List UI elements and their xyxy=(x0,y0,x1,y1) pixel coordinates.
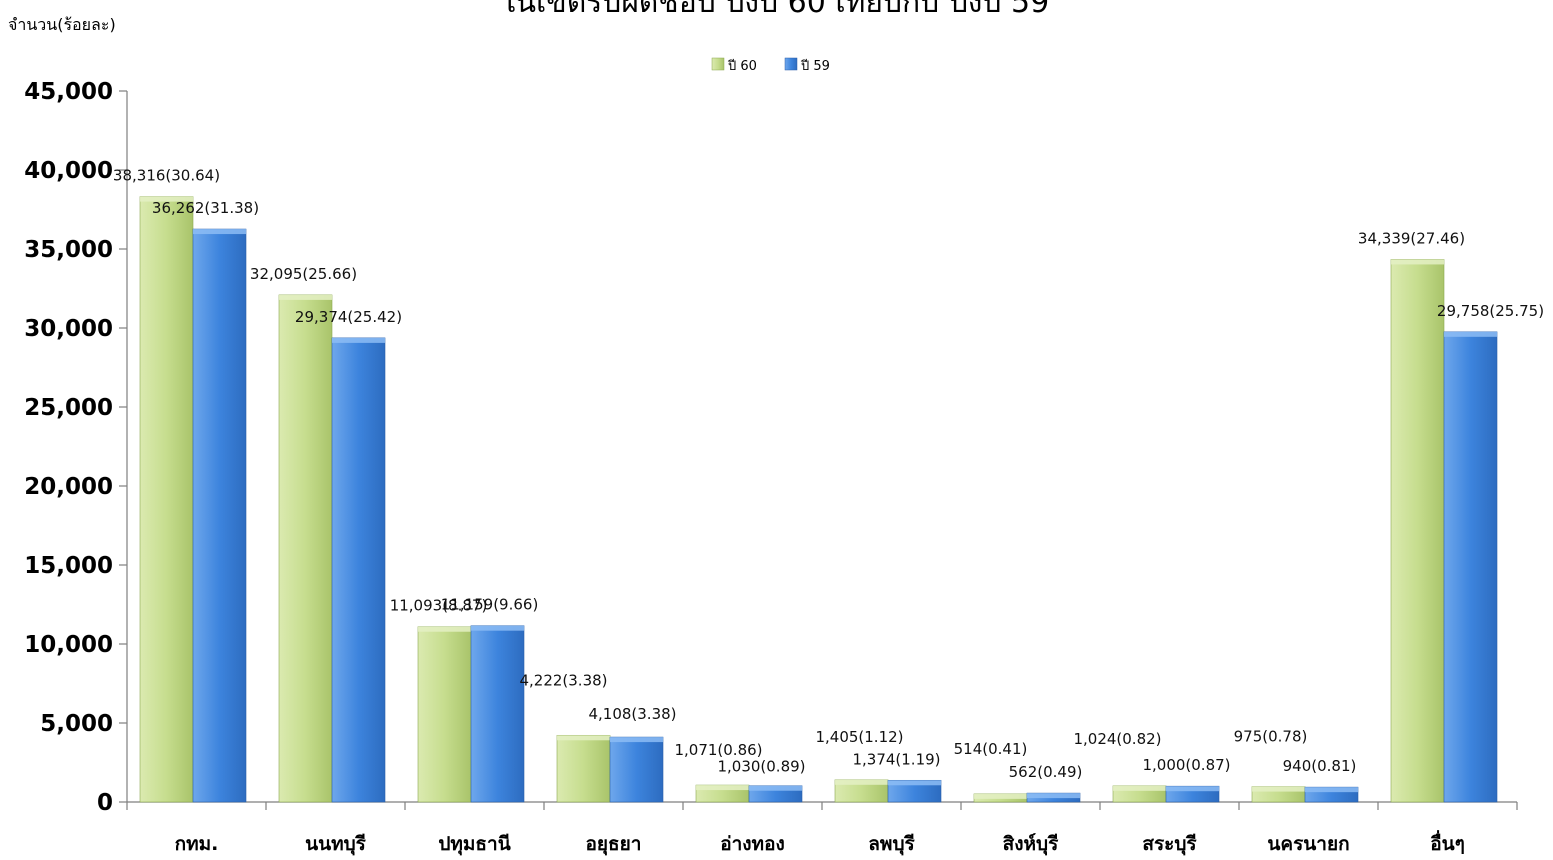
data-label-59: 562(0.49) xyxy=(1009,763,1083,781)
bar-highlight-60 xyxy=(418,626,471,632)
x-tick-label: นนทบุรี xyxy=(305,833,367,856)
y-tick-label: 5,000 xyxy=(40,711,113,737)
x-tick-label: ลพบุรี xyxy=(868,833,915,856)
bar-year-59 xyxy=(609,736,664,803)
bar-year-60 xyxy=(139,196,194,803)
data-label-60: 1,405(1.12) xyxy=(815,728,903,746)
x-tick-label: สระบุรี xyxy=(1142,833,1197,856)
y-tick-label: 40,000 xyxy=(24,158,113,184)
bar-highlight-60 xyxy=(1113,785,1166,791)
data-label-59: 940(0.81) xyxy=(1283,757,1357,775)
bar-highlight-60 xyxy=(696,785,749,791)
bar-year-59 xyxy=(470,625,525,803)
data-label-60: 975(0.78) xyxy=(1234,728,1308,746)
data-labels: 38,316(30.64) 36,262(31.38) 32,095(25.66) 2… xyxy=(113,167,1544,782)
bar-year-60 xyxy=(556,734,611,803)
bar-year-60 xyxy=(278,294,333,803)
data-label-60: 1,024(0.82) xyxy=(1073,730,1161,748)
bar-highlight-59 xyxy=(1166,786,1219,792)
bar-highlight-59 xyxy=(1027,793,1080,799)
data-label-59: 1,030(0.89) xyxy=(717,758,805,776)
data-label-59: 36,262(31.38) xyxy=(152,199,259,217)
bar-highlight-60 xyxy=(1391,259,1444,265)
chart-title: ในเขตรับผิดชอบ ปีงบ 60 เทียบกับ ปีงบ 59 xyxy=(501,0,1049,20)
bar-highlight-60 xyxy=(835,779,888,785)
y-tick-label: 45,000 xyxy=(24,79,113,105)
data-label-59: 29,758(25.75) xyxy=(1437,302,1544,320)
y-tick-label: 25,000 xyxy=(24,395,113,421)
data-label-60: 4,222(3.38) xyxy=(519,671,607,689)
bar-highlight-60 xyxy=(140,196,193,202)
bars xyxy=(139,196,1498,803)
x-tick-label: ปทุมธานี xyxy=(438,833,510,856)
x-tick-label: อ่างทอง xyxy=(720,833,785,855)
x-axis: กทม. นนทบุรี ปทุมธานี อยุธยา อ่างทอง ลพบุรี สิ… xyxy=(126,801,1518,856)
bar-highlight-59 xyxy=(610,737,663,743)
bar-highlight-59 xyxy=(749,785,802,791)
data-label-60: 514(0.41) xyxy=(954,740,1028,758)
legend-label-60: ปี 60 xyxy=(727,58,757,74)
data-label-59: 4,108(3.38) xyxy=(588,705,676,723)
y-axis-label: จำนวน(ร้อยละ) xyxy=(8,15,116,34)
legend-swatch-60 xyxy=(711,57,725,71)
y-tick-label: 20,000 xyxy=(24,474,113,500)
bar-highlight-59 xyxy=(888,780,941,786)
bar-year-60 xyxy=(1390,259,1445,803)
bar-highlight-59 xyxy=(193,229,246,235)
y-tick-label: 35,000 xyxy=(24,237,113,263)
legend-swatch-59 xyxy=(784,57,798,71)
bar-highlight-60 xyxy=(557,735,610,741)
bar-highlight-60 xyxy=(974,793,1027,799)
y-axis: 0 5,000 10,000 15,000 20,000 25,000 30,000 35,0… xyxy=(24,79,128,816)
bar-highlight-59 xyxy=(471,625,524,631)
x-tick-label: อยุธยา xyxy=(586,833,642,856)
x-tick-label: นครนายก xyxy=(1267,833,1349,855)
bar-year-59 xyxy=(192,228,247,803)
legend-label-59: ปี 59 xyxy=(800,58,830,74)
data-label-59: 1,374(1.19) xyxy=(852,750,940,768)
data-label-60: 11,093(8.87) xyxy=(390,597,488,615)
data-label-60: 38,316(30.64) xyxy=(113,167,220,185)
bar-year-59 xyxy=(1443,331,1498,803)
bar-highlight-59 xyxy=(1305,787,1358,793)
y-tick-label: 10,000 xyxy=(24,632,113,658)
bar-highlight-60 xyxy=(279,294,332,300)
data-label-59: 11,159(9.66) xyxy=(441,596,539,614)
bar-highlight-59 xyxy=(1444,331,1497,337)
bar-year-59 xyxy=(331,337,386,803)
bar-year-60 xyxy=(417,626,472,803)
x-tick-label: อื่นๆ xyxy=(1430,830,1465,855)
x-tick-label: สิงห์บุรี xyxy=(1003,833,1059,856)
bar-highlight-60 xyxy=(1252,786,1305,792)
legend: ปี 60 ปี 59 xyxy=(711,57,830,74)
data-label-59: 29,374(25.42) xyxy=(295,308,402,326)
y-tick-label: 0 xyxy=(97,790,113,816)
data-label-60: 1,071(0.86) xyxy=(674,741,762,759)
y-tick-label: 15,000 xyxy=(24,553,113,579)
data-label-59: 1,000(0.87) xyxy=(1142,756,1230,774)
data-label-60: 34,339(27.46) xyxy=(1358,229,1465,247)
y-tick-label: 30,000 xyxy=(24,316,113,342)
x-tick-label: กทม. xyxy=(175,833,219,855)
data-label-60: 32,095(25.66) xyxy=(250,265,357,283)
bar-highlight-59 xyxy=(332,337,385,343)
